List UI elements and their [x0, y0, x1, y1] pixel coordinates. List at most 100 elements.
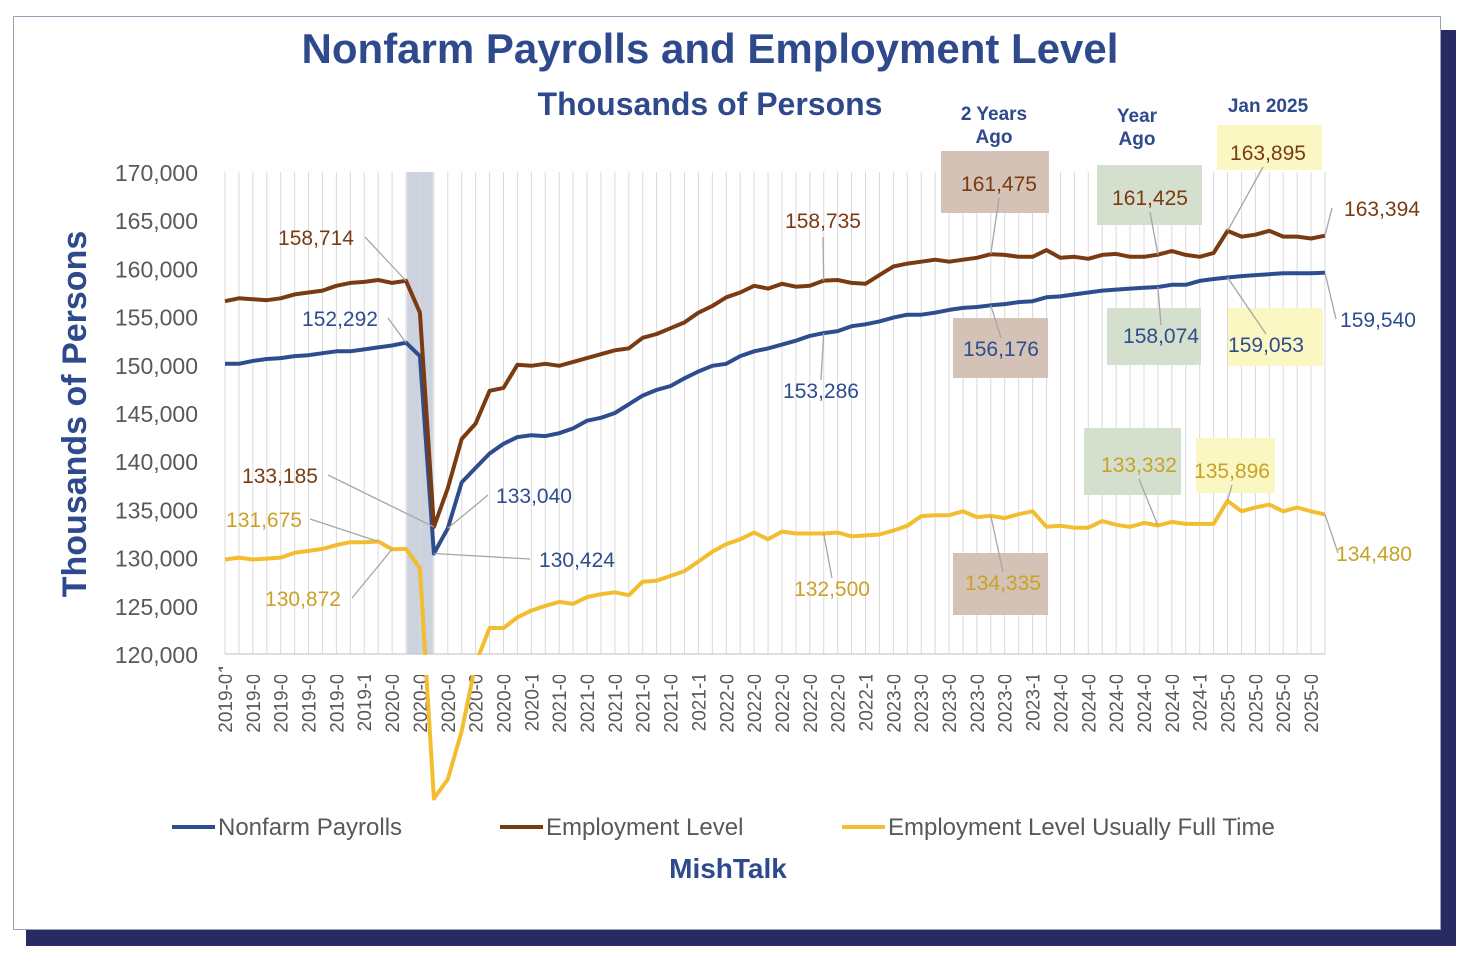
data-label: 163,394 — [1344, 198, 1420, 221]
column-header-line: Year — [1117, 106, 1158, 127]
y-tick-label: 125,000 — [115, 594, 198, 620]
data-label: 131,675 — [226, 509, 302, 532]
y-tick-label: 130,000 — [115, 546, 198, 572]
x-tick-label: 2025-03 — [1246, 663, 1267, 733]
data-label: 134,480 — [1336, 543, 1412, 566]
data-label: 133,185 — [242, 465, 318, 488]
y-tick-label: 145,000 — [115, 401, 198, 427]
legend-label: Nonfarm Payrolls — [218, 814, 402, 841]
axis-clip-cover — [223, 655, 1327, 675]
data-label: 163,895 — [1230, 142, 1306, 165]
y-tick-label: 155,000 — [115, 305, 198, 331]
x-tick-label: 2021-03 — [578, 663, 599, 733]
x-tick-label: 2022-05 — [773, 663, 794, 733]
x-tick-label: 2023-07 — [968, 663, 989, 733]
data-label: 132,500 — [794, 578, 870, 601]
leader-line — [990, 197, 1000, 255]
x-tick-label: 2024-03 — [1079, 663, 1100, 733]
data-label: 158,074 — [1123, 325, 1199, 348]
x-tick-label: 2025-01 — [1219, 663, 1240, 733]
y-axis-label: Thousands of Persons — [56, 231, 94, 598]
x-tick-label: 2025-05 — [1274, 663, 1295, 733]
x-tick-label: 2023-05 — [940, 663, 961, 733]
leader-line — [820, 333, 825, 381]
column-header: Year Ago — [1117, 106, 1158, 150]
label-highlight-box — [1097, 165, 1202, 225]
y-tick-label: 135,000 — [115, 497, 198, 523]
leader-line — [1157, 286, 1162, 326]
x-tick-label: 2019-05 — [272, 663, 293, 733]
legend-label: Employment Level — [546, 814, 743, 841]
column-header-line: Jan 2025 — [1228, 96, 1309, 117]
label-highlight-box — [953, 318, 1048, 378]
leader-line — [1324, 272, 1337, 320]
leader-line — [823, 533, 833, 579]
x-tick-label: 2023-01 — [884, 663, 905, 733]
leader-line — [1226, 484, 1233, 501]
leader-line — [822, 236, 825, 281]
x-tick-label: 2019-09 — [327, 663, 348, 733]
leader-line — [364, 236, 407, 282]
x-tick-label: 2020-05 — [439, 663, 460, 733]
y-tick-label: 170,000 — [115, 160, 198, 186]
data-label: 133,040 — [496, 485, 572, 508]
x-tick-label: 2024-05 — [1107, 663, 1128, 733]
data-label: 159,053 — [1228, 334, 1304, 357]
column-header: Jan 2025 — [1228, 96, 1309, 117]
data-label: 130,424 — [539, 549, 615, 572]
leader-line — [387, 317, 407, 344]
y-tick-label: 120,000 — [115, 642, 198, 668]
data-label: 158,735 — [785, 210, 861, 233]
nonfarm-payrolls-line — [225, 270, 1326, 556]
data-label: 130,872 — [265, 588, 341, 611]
y-tick-label: 160,000 — [115, 256, 198, 282]
leader-line — [351, 548, 393, 599]
legend-label: Employment Level Usually Full Time — [888, 814, 1275, 841]
leader-line — [447, 494, 489, 529]
column-header-line: Ago — [1119, 129, 1156, 150]
x-tick-label: 2023-09 — [996, 663, 1017, 733]
x-tick-label: 2024-09 — [1163, 663, 1184, 733]
data-label: 159,540 — [1340, 309, 1416, 332]
x-tick-label: 2022-11 — [857, 663, 878, 731]
label-highlight-box — [1228, 308, 1323, 366]
x-tick-label: 2022-07 — [801, 663, 822, 733]
y-tick-label: 150,000 — [115, 353, 198, 379]
x-tick-label: 2021-05 — [606, 663, 627, 733]
x-tick-label: 2024-07 — [1135, 663, 1156, 733]
leader-line — [327, 474, 435, 528]
x-tick-label: 2020-11 — [522, 663, 543, 731]
data-label: 133,332 — [1101, 454, 1177, 477]
chart-title: Nonfarm Payrolls and Employment Level — [302, 25, 1119, 72]
x-tick-label: 2021-09 — [662, 663, 683, 733]
employment-full-time-line — [224, 498, 1326, 801]
x-tick-label: 2020-09 — [494, 663, 515, 733]
x-tick-label: 2024-01 — [1051, 663, 1072, 733]
x-tick-label: 2019-07 — [300, 663, 321, 733]
x-tick-label: 2021-07 — [634, 663, 655, 733]
label-highlight-box — [1217, 125, 1322, 170]
data-label: 153,286 — [783, 380, 859, 403]
leader-line — [1226, 277, 1267, 335]
x-tick-label: 2024-11 — [1191, 663, 1212, 731]
x-tick-label: 2023-11 — [1024, 663, 1045, 731]
data-label: 134,335 — [965, 572, 1041, 595]
column-header: 2 Years Ago — [961, 104, 1027, 148]
leader-line — [1226, 166, 1264, 232]
y-tick-label: 140,000 — [115, 449, 198, 475]
x-tick-label: 2019-03 — [244, 663, 265, 733]
data-label: 158,714 — [278, 227, 354, 250]
x-tick-label: 2022-03 — [745, 663, 766, 733]
leader-line — [1324, 207, 1333, 236]
leader-line — [1149, 211, 1159, 255]
data-label: 156,176 — [963, 338, 1039, 361]
x-tick-label: 2021-01 — [550, 663, 571, 733]
label-highlight-box — [1107, 308, 1201, 365]
label-highlight-box — [1084, 428, 1181, 495]
x-tick-label: 2020-01 — [383, 663, 404, 733]
leader-line — [433, 552, 531, 560]
leader-line — [1138, 478, 1159, 526]
label-highlight-box — [1196, 438, 1275, 493]
column-header-line: Ago — [976, 127, 1013, 148]
